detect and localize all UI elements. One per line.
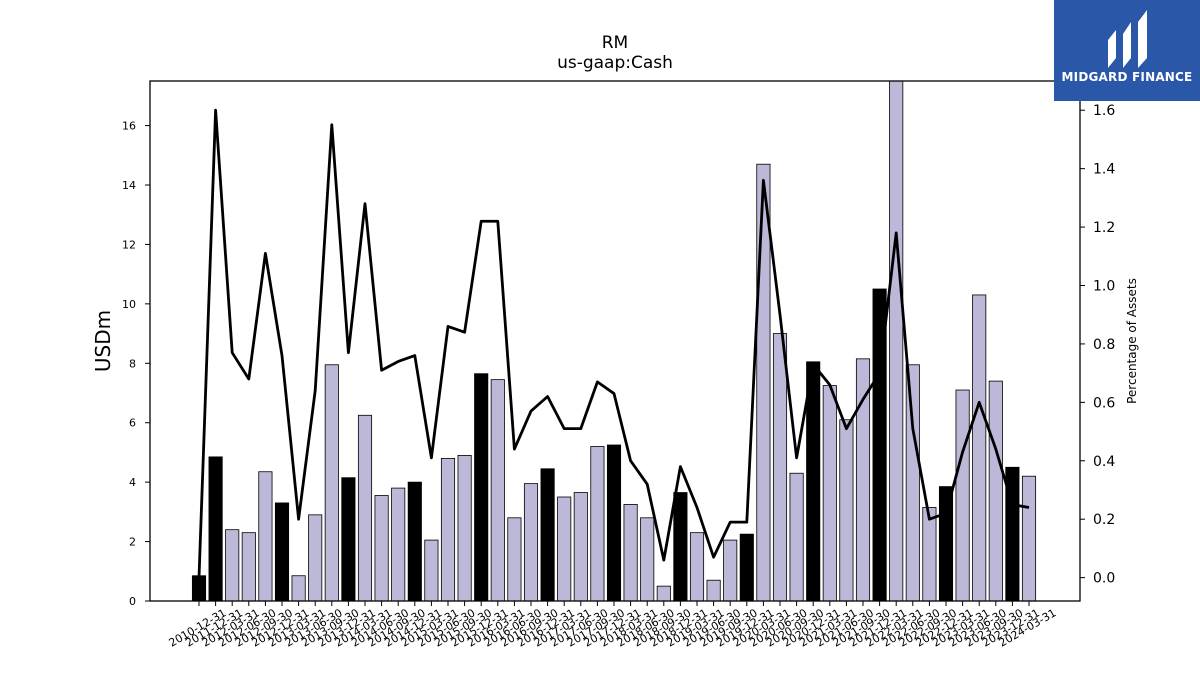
bar-2017-09-30 bbox=[590, 446, 605, 602]
y-tick-label: 10 bbox=[122, 298, 136, 311]
bar-2021-03-31 bbox=[822, 385, 837, 602]
y-tick-label: 8 bbox=[129, 357, 136, 370]
midgard-logo-icon bbox=[1108, 10, 1147, 68]
bar-2023-06-30 bbox=[972, 294, 987, 602]
bar-2023-03-31 bbox=[955, 389, 970, 602]
bar-2012-12-31 bbox=[274, 502, 290, 602]
bar-2014-06-30 bbox=[374, 495, 389, 602]
y-tick-label: 12 bbox=[122, 238, 136, 251]
y-tick-label: 16 bbox=[122, 120, 136, 133]
y-tick-label: 4 bbox=[129, 476, 136, 489]
bar-2018-12-31 bbox=[673, 492, 688, 602]
brand-name: MIDGARD FINANCE bbox=[1061, 70, 1193, 84]
bar-2024-03-31 bbox=[1021, 475, 1037, 602]
bar-2017-12-31 bbox=[606, 444, 622, 602]
bar-2017-06-30 bbox=[573, 492, 588, 602]
axes-layer: 0 2 4 6 8 10 12 14 16 0.0 0.2 0.4 0.6 0.8 1.0 1.2 1.4 1.6… bbox=[122, 80, 1115, 650]
bar-2010-12-31 bbox=[191, 575, 207, 602]
bar-2018-03-31 bbox=[623, 504, 638, 602]
y2-tick-label: 0.2 bbox=[1093, 512, 1115, 528]
bar-2012-03-31 bbox=[225, 529, 240, 602]
bar-2013-03-31 bbox=[291, 575, 306, 602]
bar-2019-09-30 bbox=[723, 539, 738, 602]
y2-tick-label: 1.6 bbox=[1093, 103, 1115, 119]
bar-2019-03-31 bbox=[689, 532, 705, 602]
bar-2022-03-31 bbox=[889, 80, 904, 602]
bar-2022-06-30 bbox=[905, 364, 920, 602]
y-tick-label: 6 bbox=[129, 417, 136, 430]
y2-tick-label: 1.2 bbox=[1093, 220, 1115, 236]
y-axis-label: USDm bbox=[91, 310, 115, 372]
bar-2014-09-30 bbox=[391, 487, 406, 602]
percentage-line-layer bbox=[197, 108, 1030, 578]
bar-2023-09-30 bbox=[988, 380, 1003, 602]
bar-2022-12-31 bbox=[938, 486, 954, 602]
bar-2021-06-30 bbox=[839, 419, 854, 602]
chart-subtitle: us-gaap:Cash bbox=[557, 53, 673, 73]
plot-frame bbox=[149, 80, 1081, 602]
bar-2018-09-30 bbox=[656, 585, 671, 602]
bar-2020-06-30 bbox=[772, 333, 788, 602]
bar-2021-09-30 bbox=[855, 358, 871, 602]
bar-2018-06-30 bbox=[640, 517, 655, 602]
bar-2013-09-30 bbox=[324, 364, 339, 602]
bar-2015-03-31 bbox=[424, 539, 439, 602]
bar-2020-09-30 bbox=[789, 472, 804, 602]
bar-2012-06-30 bbox=[241, 532, 256, 602]
bar-2015-06-30 bbox=[440, 457, 456, 602]
y2-tick-label: 0.4 bbox=[1093, 454, 1115, 470]
bar-2014-03-31 bbox=[357, 414, 373, 602]
bar-2014-12-31 bbox=[407, 481, 422, 602]
chart-title: RM bbox=[602, 33, 628, 53]
bar-2017-03-31 bbox=[557, 496, 572, 602]
bar-2015-09-30 bbox=[457, 454, 472, 602]
bar-2019-12-31 bbox=[739, 533, 754, 602]
bar-2016-03-31 bbox=[490, 379, 505, 602]
y-tick-label: 2 bbox=[129, 536, 136, 549]
y2-axis-label: Percentage of Assets bbox=[1125, 278, 1139, 404]
percentage-line bbox=[197, 108, 1030, 578]
y2-tick-label: 0.0 bbox=[1093, 571, 1115, 587]
bar-2019-06-30 bbox=[706, 579, 721, 602]
bar-2016-12-31 bbox=[540, 468, 555, 602]
bar-2011-12-31 bbox=[208, 456, 223, 602]
brand-logo: MIDGARD FINANCE bbox=[1054, 0, 1200, 101]
bar-2020-03-31 bbox=[756, 163, 771, 602]
bar-2012-09-30 bbox=[258, 471, 273, 602]
y2-tick-label: 0.6 bbox=[1093, 395, 1115, 411]
y2-tick-label: 0.8 bbox=[1093, 337, 1115, 353]
bar-2022-09-30 bbox=[922, 506, 937, 602]
bar-2016-06-30 bbox=[507, 517, 522, 602]
bar-2013-12-31 bbox=[341, 477, 356, 602]
bar-2016-09-30 bbox=[523, 483, 539, 602]
bar-2013-06-30 bbox=[308, 514, 323, 602]
bar-2015-12-31 bbox=[474, 373, 489, 602]
y2-tick-label: 1.4 bbox=[1093, 162, 1115, 178]
y2-tick-label: 1.0 bbox=[1093, 278, 1115, 294]
y-tick-label: 14 bbox=[122, 179, 136, 192]
y-tick-label: 0 bbox=[129, 595, 136, 608]
